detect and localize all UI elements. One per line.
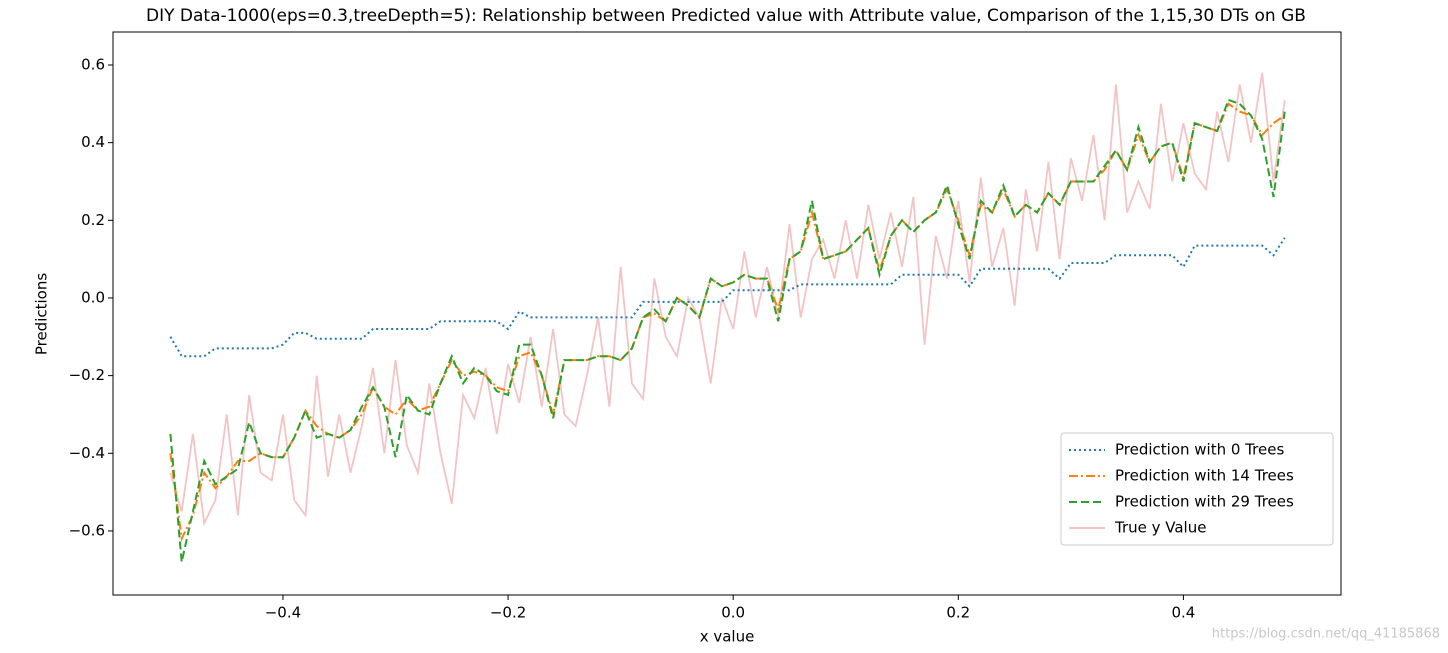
legend-label: Prediction with 0 Trees bbox=[1115, 441, 1284, 459]
x-tick-label: 0.2 bbox=[946, 604, 970, 622]
y-tick-label: −0.2 bbox=[69, 366, 105, 384]
y-tick-label: −0.4 bbox=[69, 444, 105, 462]
y-tick-label: 0.2 bbox=[81, 211, 105, 229]
x-tick-label: −0.2 bbox=[490, 604, 526, 622]
legend-label: True y Value bbox=[1114, 519, 1206, 537]
x-tick-label: 0.0 bbox=[721, 604, 745, 622]
watermark: https://blog.csdn.net/qq_41185868 bbox=[1212, 627, 1440, 642]
y-axis-label: Predictions bbox=[33, 273, 51, 356]
plot-frame bbox=[112, 31, 1342, 596]
x-tick-label: −0.4 bbox=[265, 604, 301, 622]
series-line bbox=[169, 72, 1286, 527]
y-tick-label: 0.4 bbox=[81, 133, 105, 151]
y-tick-label: 0.6 bbox=[81, 56, 105, 74]
y-tick-label: −0.6 bbox=[69, 521, 105, 539]
chart-title: DIY Data-1000(eps=0.3,treeDepth=5): Rela… bbox=[146, 6, 1306, 26]
x-tick-label: 0.4 bbox=[1171, 604, 1195, 622]
legend-label: Prediction with 29 Trees bbox=[1115, 493, 1294, 511]
legend-box bbox=[1060, 432, 1334, 546]
legend-label: Prediction with 14 Trees bbox=[1115, 467, 1294, 485]
series-line bbox=[169, 98, 1286, 563]
x-axis-label: x value bbox=[700, 628, 755, 646]
y-tick-label: 0.0 bbox=[81, 288, 105, 306]
series-line bbox=[169, 237, 1286, 358]
